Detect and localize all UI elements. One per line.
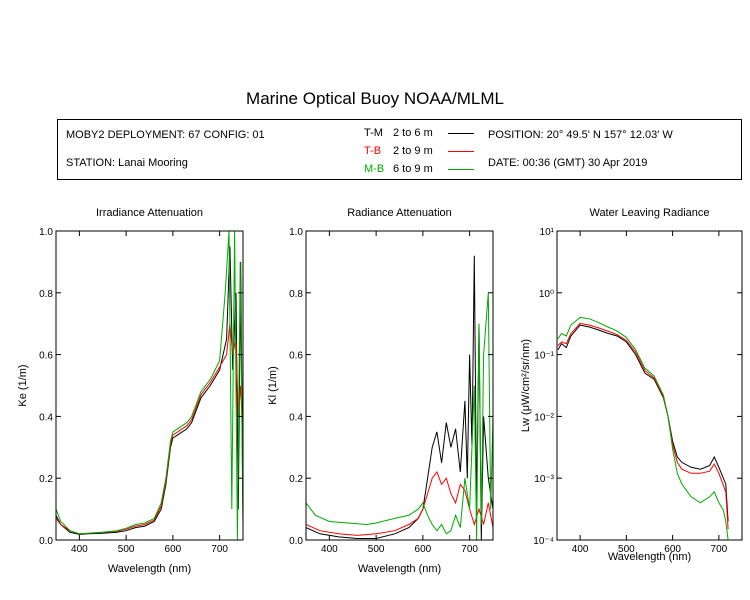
x-tick-label: 700 — [711, 544, 728, 555]
y-tick-label: 10⁻⁴ — [533, 536, 554, 547]
y-tick-label: 0.0 — [289, 536, 303, 547]
y-tick-label: 1.0 — [289, 227, 303, 238]
y-tick-label: 0.0 — [39, 536, 53, 547]
series-line-2 — [557, 322, 729, 530]
y-tick-label: 0.4 — [289, 412, 303, 423]
y-tick-label: 10⁻³ — [534, 474, 554, 485]
legend-range-tm: 2 to 6 m — [393, 127, 433, 139]
legend-code-mb: M-B — [364, 163, 385, 175]
chart-title: Radiance Attenuation — [347, 207, 452, 219]
plot-frame — [556, 230, 743, 541]
legend-line-tm — [448, 133, 474, 134]
legend-line-tb — [448, 151, 474, 152]
y-axis-label: Ke (1/m) — [17, 364, 29, 406]
series-line-3 — [56, 231, 243, 540]
chart-panel-2: Radiance Attenuation 400 500 600 700 0.0 0.2 0.… — [267, 207, 494, 575]
y-tick-label: 10¹ — [540, 227, 555, 238]
legend-code-tm: T-M — [364, 127, 383, 139]
x-tick-label: 500 — [618, 544, 635, 555]
series-line-1 — [557, 324, 729, 522]
series-line-3 — [306, 292, 493, 540]
x-tick-label: 400 — [71, 544, 88, 555]
legend-code-tb: T-B — [364, 145, 382, 157]
y-tick-label: 0.2 — [39, 474, 53, 485]
x-axis-label: Wavelength (nm) — [108, 563, 191, 575]
y-tick-label: 0.2 — [289, 474, 303, 485]
deployment-label: MOBY2 DEPLOYMENT: 67 CONFIG: 01 — [66, 129, 265, 141]
x-tick-label: 400 — [572, 544, 589, 555]
y-tick-label: 1.0 — [39, 227, 53, 238]
x-tick-label: 600 — [415, 544, 432, 555]
chart-title: Irradiance Attenuation — [96, 207, 203, 219]
y-tick-label: 0.6 — [289, 351, 303, 362]
y-tick-label: 10⁻¹ — [534, 351, 554, 362]
chart-panel-1: Irradiance Attenuation 400 500 600 700 0.0 0.2… — [17, 207, 244, 575]
y-axis-label: Kl (1/m) — [267, 366, 279, 405]
x-axis-label: Wavelength (nm) — [608, 551, 691, 563]
info-box: MOBY2 DEPLOYMENT: 67 CONFIG: 01 STATION:… — [57, 119, 742, 180]
y-tick-label: 10⁻² — [534, 412, 554, 423]
y-tick-label: 10⁰ — [539, 289, 554, 300]
y-axis-label: Lw (μW/cm²/sr/nm) — [520, 339, 532, 432]
x-tick-label: 500 — [368, 544, 385, 555]
x-tick-label: 600 — [664, 544, 681, 555]
series-line-3 — [557, 316, 729, 540]
y-tick-label: 0.6 — [39, 351, 53, 362]
x-tick-label: 700 — [211, 544, 228, 555]
page-title: Marine Optical Buoy NOAA/MLML — [246, 89, 504, 108]
series-line-1 — [56, 246, 243, 535]
y-tick-label: 0.8 — [289, 289, 303, 300]
y-tick-label: 0.4 — [39, 412, 53, 423]
x-tick-label: 400 — [321, 544, 338, 555]
plot-frame — [55, 230, 244, 541]
chart-title: Water Leaving Radiance — [589, 207, 709, 219]
series-line-1 — [306, 255, 493, 540]
chart-panel-3: Water Leaving Radiance 400 500 600 700 10⁻⁴ 10… — [520, 207, 743, 563]
x-axis-label: Wavelength (nm) — [358, 563, 441, 575]
x-tick-label: 600 — [165, 544, 182, 555]
legend-range-mb: 6 to 9 m — [393, 163, 433, 175]
station-label: STATION: Lanai Mooring — [66, 157, 188, 169]
legend-range-tb: 2 to 9 m — [393, 145, 433, 157]
series-line-2 — [56, 323, 243, 535]
x-tick-label: 500 — [118, 544, 135, 555]
x-tick-label: 700 — [461, 544, 478, 555]
legend-line-mb — [448, 169, 474, 170]
position-label: POSITION: 20° 49.5' N 157° 12.03' W — [488, 129, 673, 141]
series-line-2 — [306, 470, 493, 536]
date-label: DATE: 00:36 (GMT) 30 Apr 2019 — [488, 157, 648, 169]
plot-frame — [305, 230, 494, 541]
y-tick-label: 0.8 — [39, 289, 53, 300]
